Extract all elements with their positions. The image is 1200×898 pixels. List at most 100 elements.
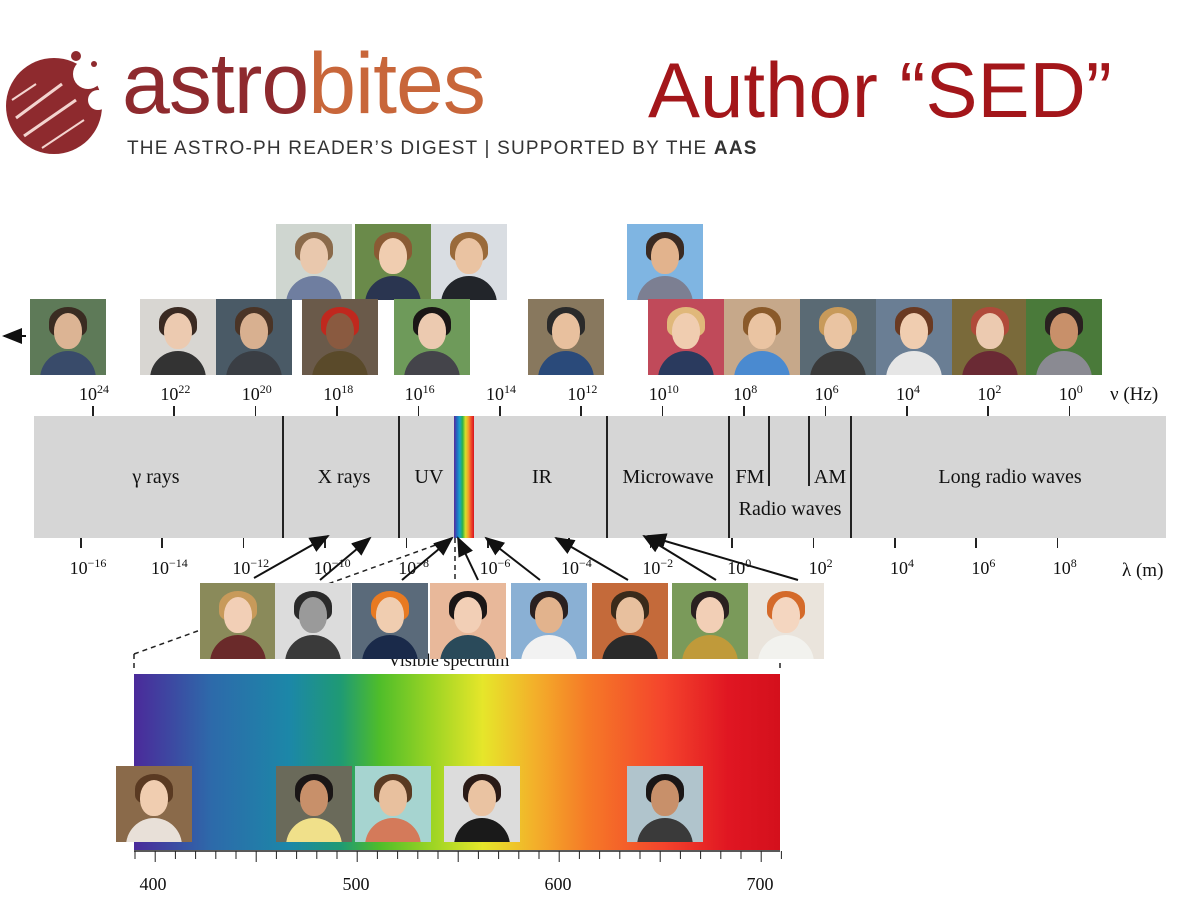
- wavelength-tick: [1056, 538, 1059, 548]
- logo-tagline: THE ASTRO-PH READER’S DIGEST | SUPPORTED…: [127, 138, 758, 160]
- author-portrait: [724, 299, 800, 375]
- portrait-face: [696, 597, 724, 633]
- tick-base: 10: [79, 384, 97, 404]
- tick-exponent: 0: [1076, 382, 1083, 396]
- visible-label-400: 400: [139, 874, 167, 894]
- author-portrait: [430, 583, 506, 659]
- frequency-tick: [417, 406, 420, 416]
- divider-xray-uv: [398, 416, 400, 538]
- author-portrait: [355, 766, 431, 842]
- frequency-tick: [499, 406, 501, 416]
- frequency-tick: [906, 406, 908, 416]
- portrait-body: [362, 635, 418, 659]
- frequency-tick-label: 108: [733, 382, 757, 405]
- portrait-body: [286, 818, 342, 842]
- tick-base: 10: [151, 558, 169, 578]
- author-portrait: [116, 766, 192, 842]
- tick-exponent: 2: [826, 556, 833, 570]
- author-portrait: [200, 583, 276, 659]
- region-microwave: Microwave: [622, 466, 714, 488]
- tick-base: 10: [814, 384, 833, 404]
- author-portrait: [275, 583, 351, 659]
- author-portrait: [672, 583, 748, 659]
- frequency-tick-label: 106: [815, 382, 839, 405]
- portrait-face: [976, 313, 1004, 349]
- tick-base: 10: [733, 384, 752, 404]
- wavelength-tick-label: 104: [890, 556, 914, 579]
- tick-base: 10: [232, 558, 251, 578]
- frequency-tick-label: 1010: [649, 382, 679, 405]
- tick-exponent: 2: [995, 382, 1002, 396]
- frequency-tick: [987, 406, 989, 416]
- portrait-body: [150, 351, 206, 375]
- tick-base: 10: [890, 558, 908, 578]
- logo-bites: bites: [308, 36, 486, 132]
- tick-base: 10: [323, 384, 342, 404]
- frequency-tick: [580, 406, 582, 416]
- tick-exponent: −16: [87, 556, 107, 570]
- tick-exponent: 0: [745, 556, 752, 570]
- portrait-body: [758, 635, 814, 659]
- portrait-face: [900, 313, 928, 349]
- author-portrait: [444, 766, 520, 842]
- wavelength-tick-label: 106: [971, 556, 995, 579]
- logo-wordmark: astrobites: [122, 34, 486, 134]
- wavelength-tick: [975, 538, 977, 548]
- frequency-tick-label: 104: [896, 382, 920, 405]
- portrait-body: [682, 635, 738, 659]
- tick-base: 10: [404, 384, 423, 404]
- author-portrait: [627, 766, 703, 842]
- portrait-body: [658, 351, 714, 375]
- author-portrait: [302, 299, 378, 375]
- tick-base: 10: [69, 558, 88, 578]
- portrait-body: [312, 351, 368, 375]
- portrait-face: [376, 597, 404, 633]
- portrait-body: [440, 635, 496, 659]
- portrait-body: [210, 635, 266, 659]
- portrait-body: [454, 818, 510, 842]
- wavelength-tick-label: 10−6: [480, 556, 511, 579]
- tick-exponent: 10: [666, 382, 679, 396]
- divider-am: [808, 416, 810, 486]
- tagline-text: THE ASTRO-PH READER’S DIGEST | SUPPORTED…: [127, 138, 714, 159]
- author-portrait: [528, 299, 604, 375]
- tick-base: 10: [1052, 558, 1071, 578]
- divider-am-long: [850, 416, 852, 538]
- region-fm: FM: [735, 466, 765, 488]
- author-portrait: [627, 224, 703, 300]
- portrait-body: [365, 818, 421, 842]
- portrait-face: [672, 313, 700, 349]
- wavelength-tick: [161, 538, 163, 548]
- author-portrait: [352, 583, 428, 659]
- tick-exponent: 24: [97, 382, 109, 396]
- frequency-tick-label: 102: [977, 382, 1001, 405]
- portrait-face: [54, 313, 82, 349]
- tick-exponent: −6: [497, 556, 511, 570]
- portrait-face: [616, 597, 644, 633]
- region-xray: X rays: [317, 466, 371, 488]
- slide-title: Author “SED”: [648, 46, 1112, 134]
- author-portrait: [511, 583, 587, 659]
- tick-base: 10: [160, 384, 179, 404]
- portrait-face: [535, 597, 563, 633]
- tick-exponent: 6: [832, 382, 839, 396]
- author-portrait: [394, 299, 470, 375]
- portrait-face: [418, 313, 446, 349]
- author-portrait: [952, 299, 1028, 375]
- frequency-tick-label: 1016: [405, 382, 435, 405]
- author-portrait: [140, 299, 216, 375]
- portrait-body: [521, 635, 577, 659]
- visible-ruler: [134, 850, 782, 862]
- portrait-face: [454, 597, 482, 633]
- tick-base: 10: [648, 384, 667, 404]
- frequency-tick-label: 1020: [242, 382, 272, 405]
- author-portrait: [216, 299, 292, 375]
- portrait-body: [40, 351, 96, 375]
- portrait-body: [226, 351, 282, 375]
- wavelength-tick-label: 10−12: [232, 556, 269, 579]
- portrait-body: [1036, 351, 1092, 375]
- frequency-tick: [254, 406, 257, 416]
- divider-microwave-fm: [728, 416, 730, 538]
- frequency-tick-label: 1018: [323, 382, 353, 405]
